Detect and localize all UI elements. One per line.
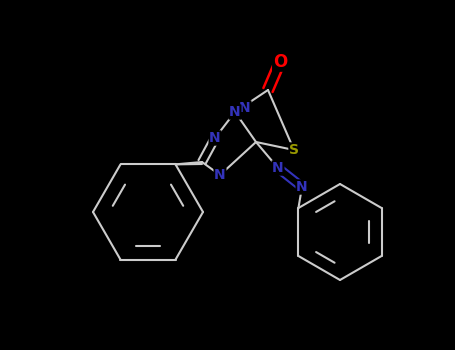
Text: N: N [272, 161, 284, 175]
Text: O: O [273, 53, 287, 71]
Text: N: N [229, 105, 241, 119]
Text: N: N [214, 168, 226, 182]
Text: N: N [239, 101, 251, 115]
Text: N: N [209, 131, 221, 145]
Text: N: N [296, 180, 308, 194]
Text: S: S [289, 143, 299, 157]
